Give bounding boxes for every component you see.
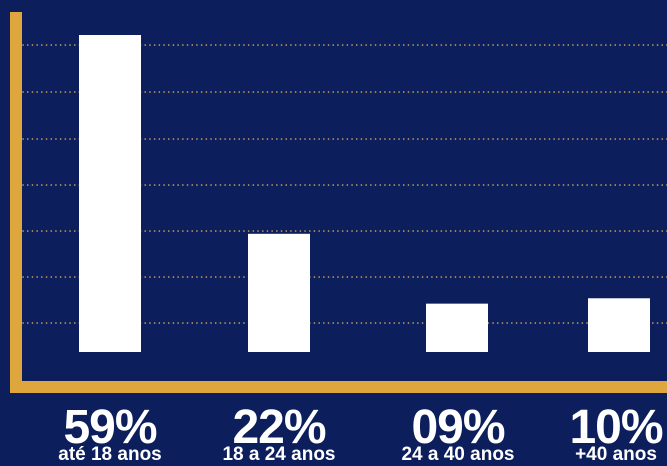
value-label-1: 22%: [232, 401, 326, 454]
bar-2: [426, 303, 488, 352]
category-label-1: 18 a 24 anos: [222, 444, 336, 465]
category-label-3: +40 anos: [575, 444, 657, 465]
value-label-2: 09%: [411, 401, 505, 454]
category-label-0: até 18 anos: [58, 444, 162, 465]
category-label-2: 24 a 40 anos: [401, 444, 515, 465]
bar-0: [79, 35, 141, 352]
bar-3: [588, 298, 650, 352]
y-axis-line: [10, 12, 22, 393]
value-label-3: 10%: [569, 401, 663, 454]
x-axis-line: [10, 381, 667, 393]
value-label-0: 59%: [63, 401, 157, 454]
bar-1: [248, 233, 310, 352]
